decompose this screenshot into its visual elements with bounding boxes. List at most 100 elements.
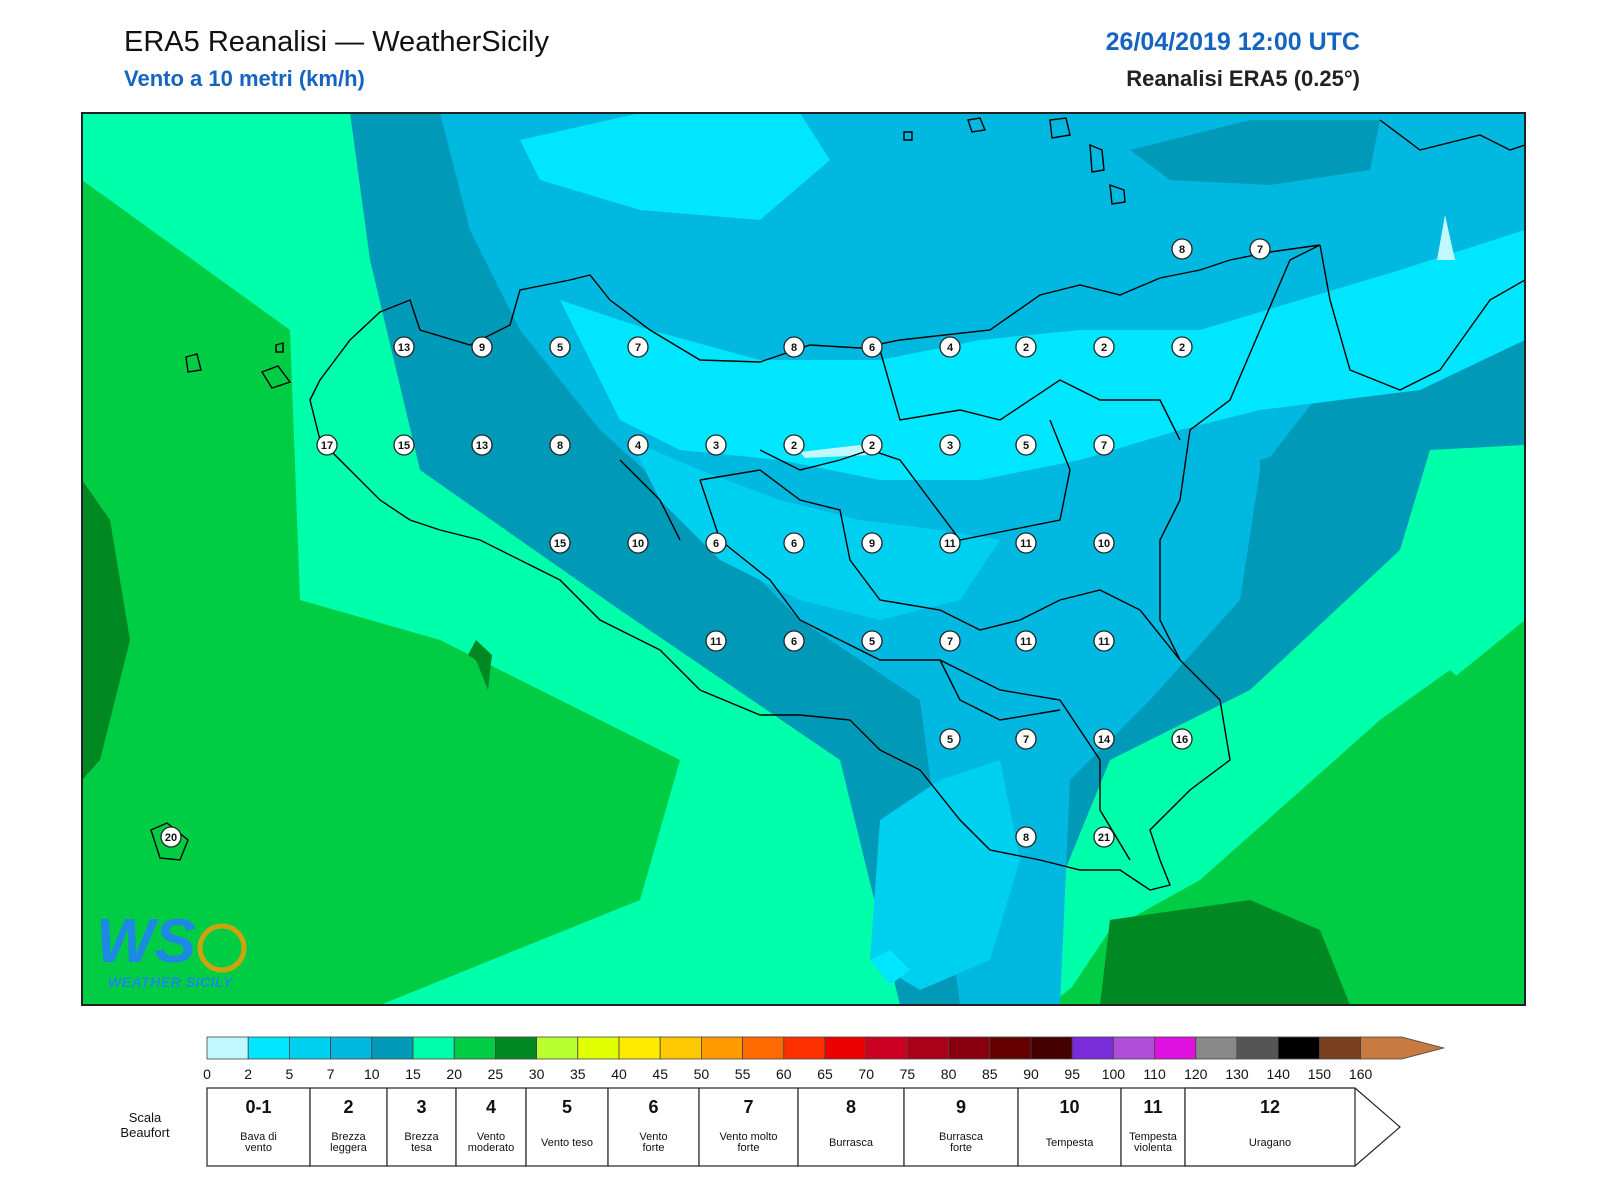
station-value: 9 xyxy=(479,342,485,354)
beaufort-desc-1: Burrasca xyxy=(829,1137,874,1149)
beaufort-cell: 10 Tempesta xyxy=(1017,1087,1122,1167)
station-circle xyxy=(627,434,649,456)
colorbar-tick-label: 50 xyxy=(694,1066,710,1082)
colorbar-swatch xyxy=(1113,1036,1156,1060)
station-value: 14 xyxy=(1098,734,1111,746)
colorbar-tick-label: 20 xyxy=(446,1066,462,1082)
beaufort-number: 7 xyxy=(743,1097,753,1117)
beaufort-number: 5 xyxy=(562,1097,572,1117)
station-value: 6 xyxy=(791,538,797,550)
station-marker: 20 xyxy=(160,826,182,848)
station-circle xyxy=(783,532,805,554)
beaufort-number: 2 xyxy=(343,1097,353,1117)
colorbar-tick-label: 95 xyxy=(1064,1066,1080,1082)
station-marker: 5 xyxy=(1015,434,1037,456)
colorbar-swatch xyxy=(1195,1036,1238,1060)
station-value: 13 xyxy=(398,342,410,354)
colorbar-tick-label: 140 xyxy=(1267,1066,1291,1082)
station-circle xyxy=(861,434,883,456)
beaufort-number: 11 xyxy=(1143,1097,1162,1117)
station-marker: 7 xyxy=(627,336,649,358)
station-value: 5 xyxy=(869,636,875,648)
station-circle xyxy=(1015,728,1037,750)
station-value: 11 xyxy=(1098,636,1110,648)
station-value: 10 xyxy=(1098,538,1110,550)
station-value: 2 xyxy=(791,440,797,452)
colorbar-tick-label: 60 xyxy=(776,1066,792,1082)
station-circle xyxy=(1171,728,1193,750)
station-marker: 8 xyxy=(783,336,805,358)
station-value: 3 xyxy=(713,440,719,452)
colorbar-tick-label: 40 xyxy=(611,1066,627,1082)
colorbar-swatch xyxy=(865,1036,908,1060)
station-marker: 5 xyxy=(939,728,961,750)
station-value: 2 xyxy=(869,440,875,452)
colorbar-swatch xyxy=(701,1036,744,1060)
station-value: 8 xyxy=(791,342,797,354)
beaufort-number: 10 xyxy=(1059,1097,1079,1117)
station-circle xyxy=(1093,728,1115,750)
station-marker: 21 xyxy=(1093,826,1115,848)
station-value: 13 xyxy=(476,440,488,452)
colorbar-swatch xyxy=(494,1036,537,1060)
colorbar-tick-label: 85 xyxy=(982,1066,998,1082)
station-marker: 2 xyxy=(1015,336,1037,358)
station-marker: 9 xyxy=(861,532,883,554)
station-value: 7 xyxy=(1023,734,1029,746)
station-circle xyxy=(1015,630,1037,652)
station-circle xyxy=(861,336,883,358)
station-marker: 5 xyxy=(861,630,883,652)
station-value: 16 xyxy=(1176,734,1188,746)
colorbar-tick-label: 100 xyxy=(1102,1066,1126,1082)
beaufort-desc-1: Vento xyxy=(477,1131,505,1143)
station-value: 5 xyxy=(557,342,563,354)
station-circle xyxy=(1093,434,1115,456)
station-value: 9 xyxy=(869,538,875,550)
station-circle xyxy=(627,336,649,358)
station-value: 2 xyxy=(1179,342,1185,354)
beaufort-desc-2: forte xyxy=(737,1142,759,1154)
colorbar-swatch xyxy=(1319,1036,1362,1060)
map-frame xyxy=(81,112,1526,1006)
station-circle xyxy=(393,434,415,456)
colorbar-swatch xyxy=(206,1036,249,1060)
colorbar-swatch xyxy=(1071,1036,1114,1060)
station-marker: 15 xyxy=(393,434,415,456)
colorbar-tick-label: 45 xyxy=(652,1066,668,1082)
station-marker: 11 xyxy=(1015,630,1037,652)
colorbar-swatch xyxy=(742,1036,785,1060)
colorbar-swatch xyxy=(783,1036,826,1060)
station-marker: 3 xyxy=(705,434,727,456)
station-value: 4 xyxy=(947,342,954,354)
colorbar-swatch xyxy=(536,1036,579,1060)
colorbar-tick-label: 15 xyxy=(405,1066,421,1082)
colorbar-swatch xyxy=(1360,1036,1446,1060)
station-marker: 4 xyxy=(627,434,649,456)
beaufort-desc-2: tesa xyxy=(411,1142,433,1154)
wind-field xyxy=(82,113,1525,1005)
beaufort-number: 6 xyxy=(648,1097,658,1117)
station-marker: 10 xyxy=(627,532,649,554)
station-value: 17 xyxy=(321,440,333,452)
station-marker: 10 xyxy=(1093,532,1115,554)
station-marker: 3 xyxy=(939,434,961,456)
station-marker: 4 xyxy=(939,336,961,358)
station-value: 7 xyxy=(1257,244,1263,256)
station-marker: 16 xyxy=(1171,728,1193,750)
station-circle xyxy=(1171,336,1193,358)
map-subtitle: Vento a 10 metri (km/h) xyxy=(124,66,365,91)
colorbar-tick-label: 110 xyxy=(1143,1066,1166,1082)
station-marker: 8 xyxy=(1015,826,1037,848)
station-value: 11 xyxy=(710,636,722,648)
station-marker: 9 xyxy=(471,336,493,358)
station-marker: 2 xyxy=(861,434,883,456)
beaufort-number: 3 xyxy=(416,1097,426,1117)
station-value: 10 xyxy=(632,538,644,550)
